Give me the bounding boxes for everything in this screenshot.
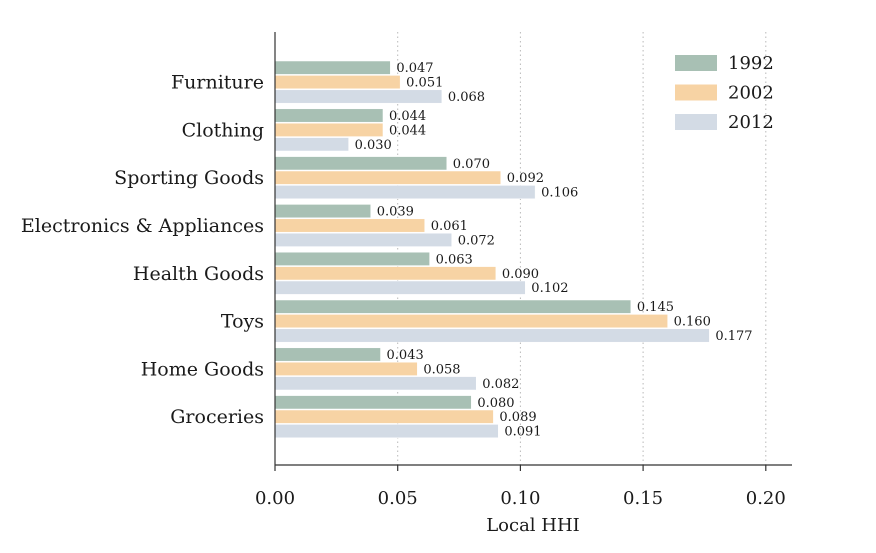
- data-label-groceries-2012: 0.091: [504, 425, 541, 440]
- x-tick-label-2: 0.10: [500, 488, 540, 509]
- bar-health-goods-1992: [274, 251, 430, 266]
- legend: 1992 2002 2012: [675, 53, 774, 133]
- data-label-sporting-goods-2002: 0.092: [507, 171, 544, 186]
- bar-furniture-2012: [274, 89, 443, 104]
- legend-swatch-1992: [675, 55, 717, 71]
- bar-health-goods-2002: [274, 266, 497, 281]
- data-label-health-goods-1992: 0.063: [436, 252, 473, 267]
- data-label-electronics-appliances-2002: 0.061: [431, 219, 468, 234]
- data-label-home-goods-1992: 0.043: [387, 348, 424, 363]
- bar-clothing-2012: [274, 137, 349, 152]
- category-label-toys: Toys: [221, 311, 264, 333]
- data-labels: 0.0470.0510.0680.0440.0440.0300.0700.092…: [355, 61, 753, 439]
- x-tick-label-4: 0.20: [746, 488, 786, 509]
- axes: Furniture Clothing Sporting Goods Electroni…: [21, 32, 792, 509]
- legend-swatch-2012: [675, 114, 717, 130]
- bar-electronics-appliances-2002: [274, 218, 425, 233]
- bar-sporting-goods-1992: [274, 156, 448, 171]
- data-label-furniture-2002: 0.051: [406, 76, 443, 91]
- category-label-health-goods: Health Goods: [133, 263, 264, 285]
- data-label-electronics-appliances-1992: 0.039: [377, 205, 414, 220]
- x-axis-title: Local HHI: [486, 515, 580, 536]
- bar-toys-1992: [274, 299, 632, 314]
- bar-groceries-2012: [274, 424, 499, 439]
- legend-label-2012: 2012: [728, 112, 774, 133]
- data-label-groceries-1992: 0.080: [477, 396, 514, 411]
- data-label-toys-1992: 0.145: [637, 300, 674, 315]
- category-label-clothing: Clothing: [182, 119, 264, 141]
- bar-home-goods-2012: [274, 376, 477, 391]
- data-label-clothing-2002: 0.044: [389, 123, 426, 138]
- category-label-sporting-goods: Sporting Goods: [114, 167, 264, 189]
- bar-clothing-1992: [274, 108, 384, 123]
- data-label-health-goods-2002: 0.090: [502, 267, 539, 282]
- data-label-electronics-appliances-2012: 0.072: [458, 233, 495, 248]
- data-label-furniture-2012: 0.068: [448, 90, 485, 105]
- category-label-electronics-appliances: Electronics & Appliances: [21, 215, 264, 237]
- legend-label-1992: 1992: [728, 53, 774, 74]
- data-label-home-goods-2012: 0.082: [482, 377, 519, 392]
- bar-toys-2012: [274, 328, 710, 343]
- x-tick-label-1: 0.05: [378, 488, 418, 509]
- bar-home-goods-2002: [274, 361, 418, 376]
- bar-furniture-1992: [274, 60, 391, 75]
- data-label-toys-2002: 0.160: [674, 315, 711, 330]
- data-label-groceries-2002: 0.089: [499, 410, 536, 425]
- bars: [274, 60, 710, 439]
- bar-toys-2002: [274, 314, 668, 329]
- data-label-home-goods-2002: 0.058: [423, 362, 460, 377]
- bar-health-goods-2012: [274, 280, 526, 295]
- bar-home-goods-1992: [274, 347, 381, 362]
- category-label-home-goods: Home Goods: [141, 358, 264, 380]
- data-label-toys-2012: 0.177: [715, 329, 752, 344]
- legend-swatch-2002: [675, 84, 717, 101]
- data-label-clothing-2012: 0.030: [355, 138, 392, 153]
- bar-electronics-appliances-1992: [274, 204, 371, 219]
- legend-label-2002: 2002: [728, 83, 774, 104]
- bar-groceries-2002: [274, 409, 494, 424]
- x-tick-label-3: 0.15: [623, 488, 663, 509]
- data-label-furniture-1992: 0.047: [396, 61, 433, 76]
- bar-sporting-goods-2002: [274, 170, 502, 185]
- category-label-furniture: Furniture: [171, 72, 264, 94]
- data-label-sporting-goods-1992: 0.070: [453, 157, 490, 172]
- data-label-clothing-1992: 0.044: [389, 109, 426, 124]
- bar-furniture-2002: [274, 75, 401, 90]
- grid-lines: [397, 32, 767, 465]
- data-label-health-goods-2012: 0.102: [531, 281, 568, 296]
- bar-groceries-1992: [274, 395, 472, 410]
- x-tick-label-0: 0.00: [255, 488, 295, 509]
- bar-sporting-goods-2012: [274, 185, 536, 200]
- category-label-groceries: Groceries: [170, 406, 264, 428]
- data-label-sporting-goods-2012: 0.106: [541, 186, 578, 201]
- bar-clothing-2002: [274, 122, 384, 137]
- bar-electronics-appliances-2012: [274, 232, 452, 247]
